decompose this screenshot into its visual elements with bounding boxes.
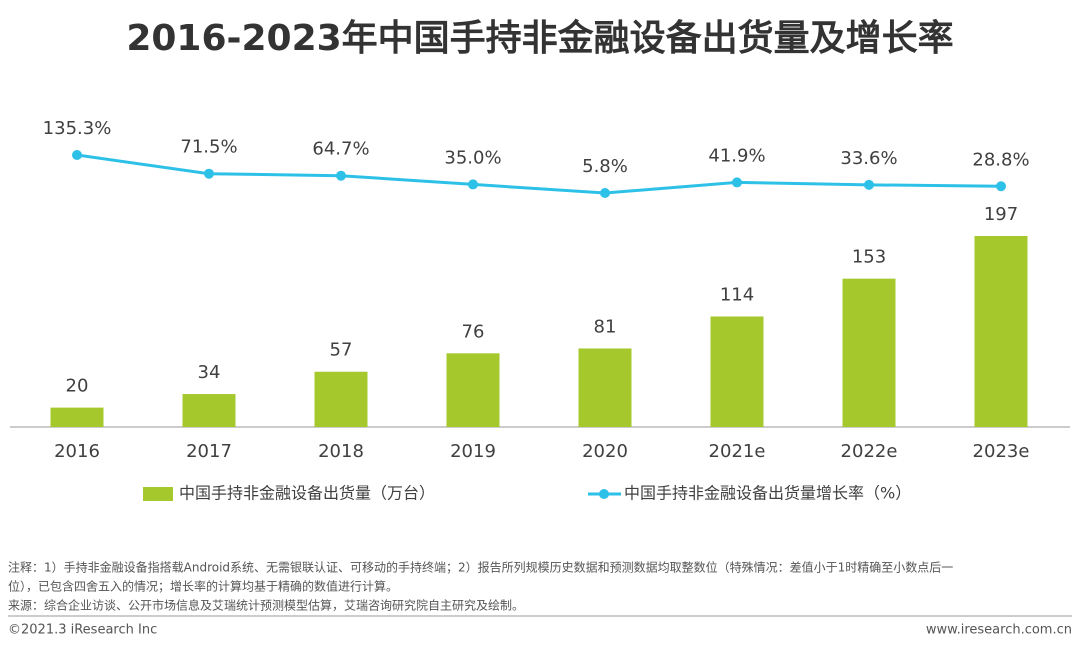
bar xyxy=(446,353,500,427)
note: 位），已包含四舍五入的情况；增长率的计算均基于精确的数值进行计算。 xyxy=(8,579,398,594)
value-label: 76 xyxy=(462,321,485,342)
value-label: 57 xyxy=(330,340,353,361)
value-label: 153 xyxy=(852,247,886,268)
line-point xyxy=(468,179,478,190)
line-point xyxy=(732,177,742,188)
note: 注释：1）手持非金融设备指搭载Android系统、无需银联认证、可移动的手持终端… xyxy=(8,560,953,575)
value-label: 5.8% xyxy=(582,156,628,177)
value-label: 34 xyxy=(198,362,221,383)
legend-swatch xyxy=(143,487,173,501)
value-label: 20 xyxy=(66,376,89,397)
bar xyxy=(842,278,896,427)
bar xyxy=(50,407,104,427)
line-point xyxy=(864,179,874,190)
x-tick-label: 2021e xyxy=(709,441,766,462)
line xyxy=(76,153,1002,195)
bar xyxy=(710,316,764,427)
legend-label: 中国手持非金融设备出货量（万台） xyxy=(179,484,435,503)
website: www.iresearch.com.cn xyxy=(926,623,1072,638)
legend-label: 中国手持非金融设备出货量增长率（%） xyxy=(624,484,911,503)
copyright: ©2021.3 iResearch Inc xyxy=(8,623,157,638)
note: 来源：综合企业访谈、公开市场信息及艾瑞统计预测模型估算，艾瑞咨询研究院自主研究及… xyxy=(8,598,524,613)
value-label: 35.0% xyxy=(444,147,501,168)
line-point xyxy=(204,168,214,179)
value-label: 71.5% xyxy=(180,137,237,158)
line-point xyxy=(72,150,82,160)
x-tick-label: 2019 xyxy=(450,441,496,462)
value-label: 197 xyxy=(984,204,1018,225)
value-label: 41.9% xyxy=(708,145,765,166)
bar xyxy=(974,236,1028,427)
value-label: 64.7% xyxy=(312,139,369,160)
value-label: 33.6% xyxy=(840,148,897,169)
x-tick-label: 2022e xyxy=(841,441,898,462)
bar xyxy=(578,348,632,427)
value-label: 81 xyxy=(594,316,617,337)
bar xyxy=(314,371,368,427)
x-tick-label: 2016 xyxy=(54,441,100,462)
value-label: 28.8% xyxy=(972,149,1029,170)
x-tick-label: 2020 xyxy=(582,441,628,462)
legend-swatch xyxy=(599,489,609,499)
line-point xyxy=(600,188,610,198)
x-tick-label: 2017 xyxy=(186,441,232,462)
line-point xyxy=(996,181,1006,192)
chart-title: 2016-2023年中国手持非金融设备出货量及增长率 xyxy=(126,17,953,59)
x-tick-label: 2023e xyxy=(973,441,1030,462)
x-tick-label: 2018 xyxy=(318,441,364,462)
bar xyxy=(182,394,236,427)
value-label: 135.3% xyxy=(43,118,112,139)
line-point xyxy=(336,170,346,181)
value-label: 114 xyxy=(720,284,754,305)
